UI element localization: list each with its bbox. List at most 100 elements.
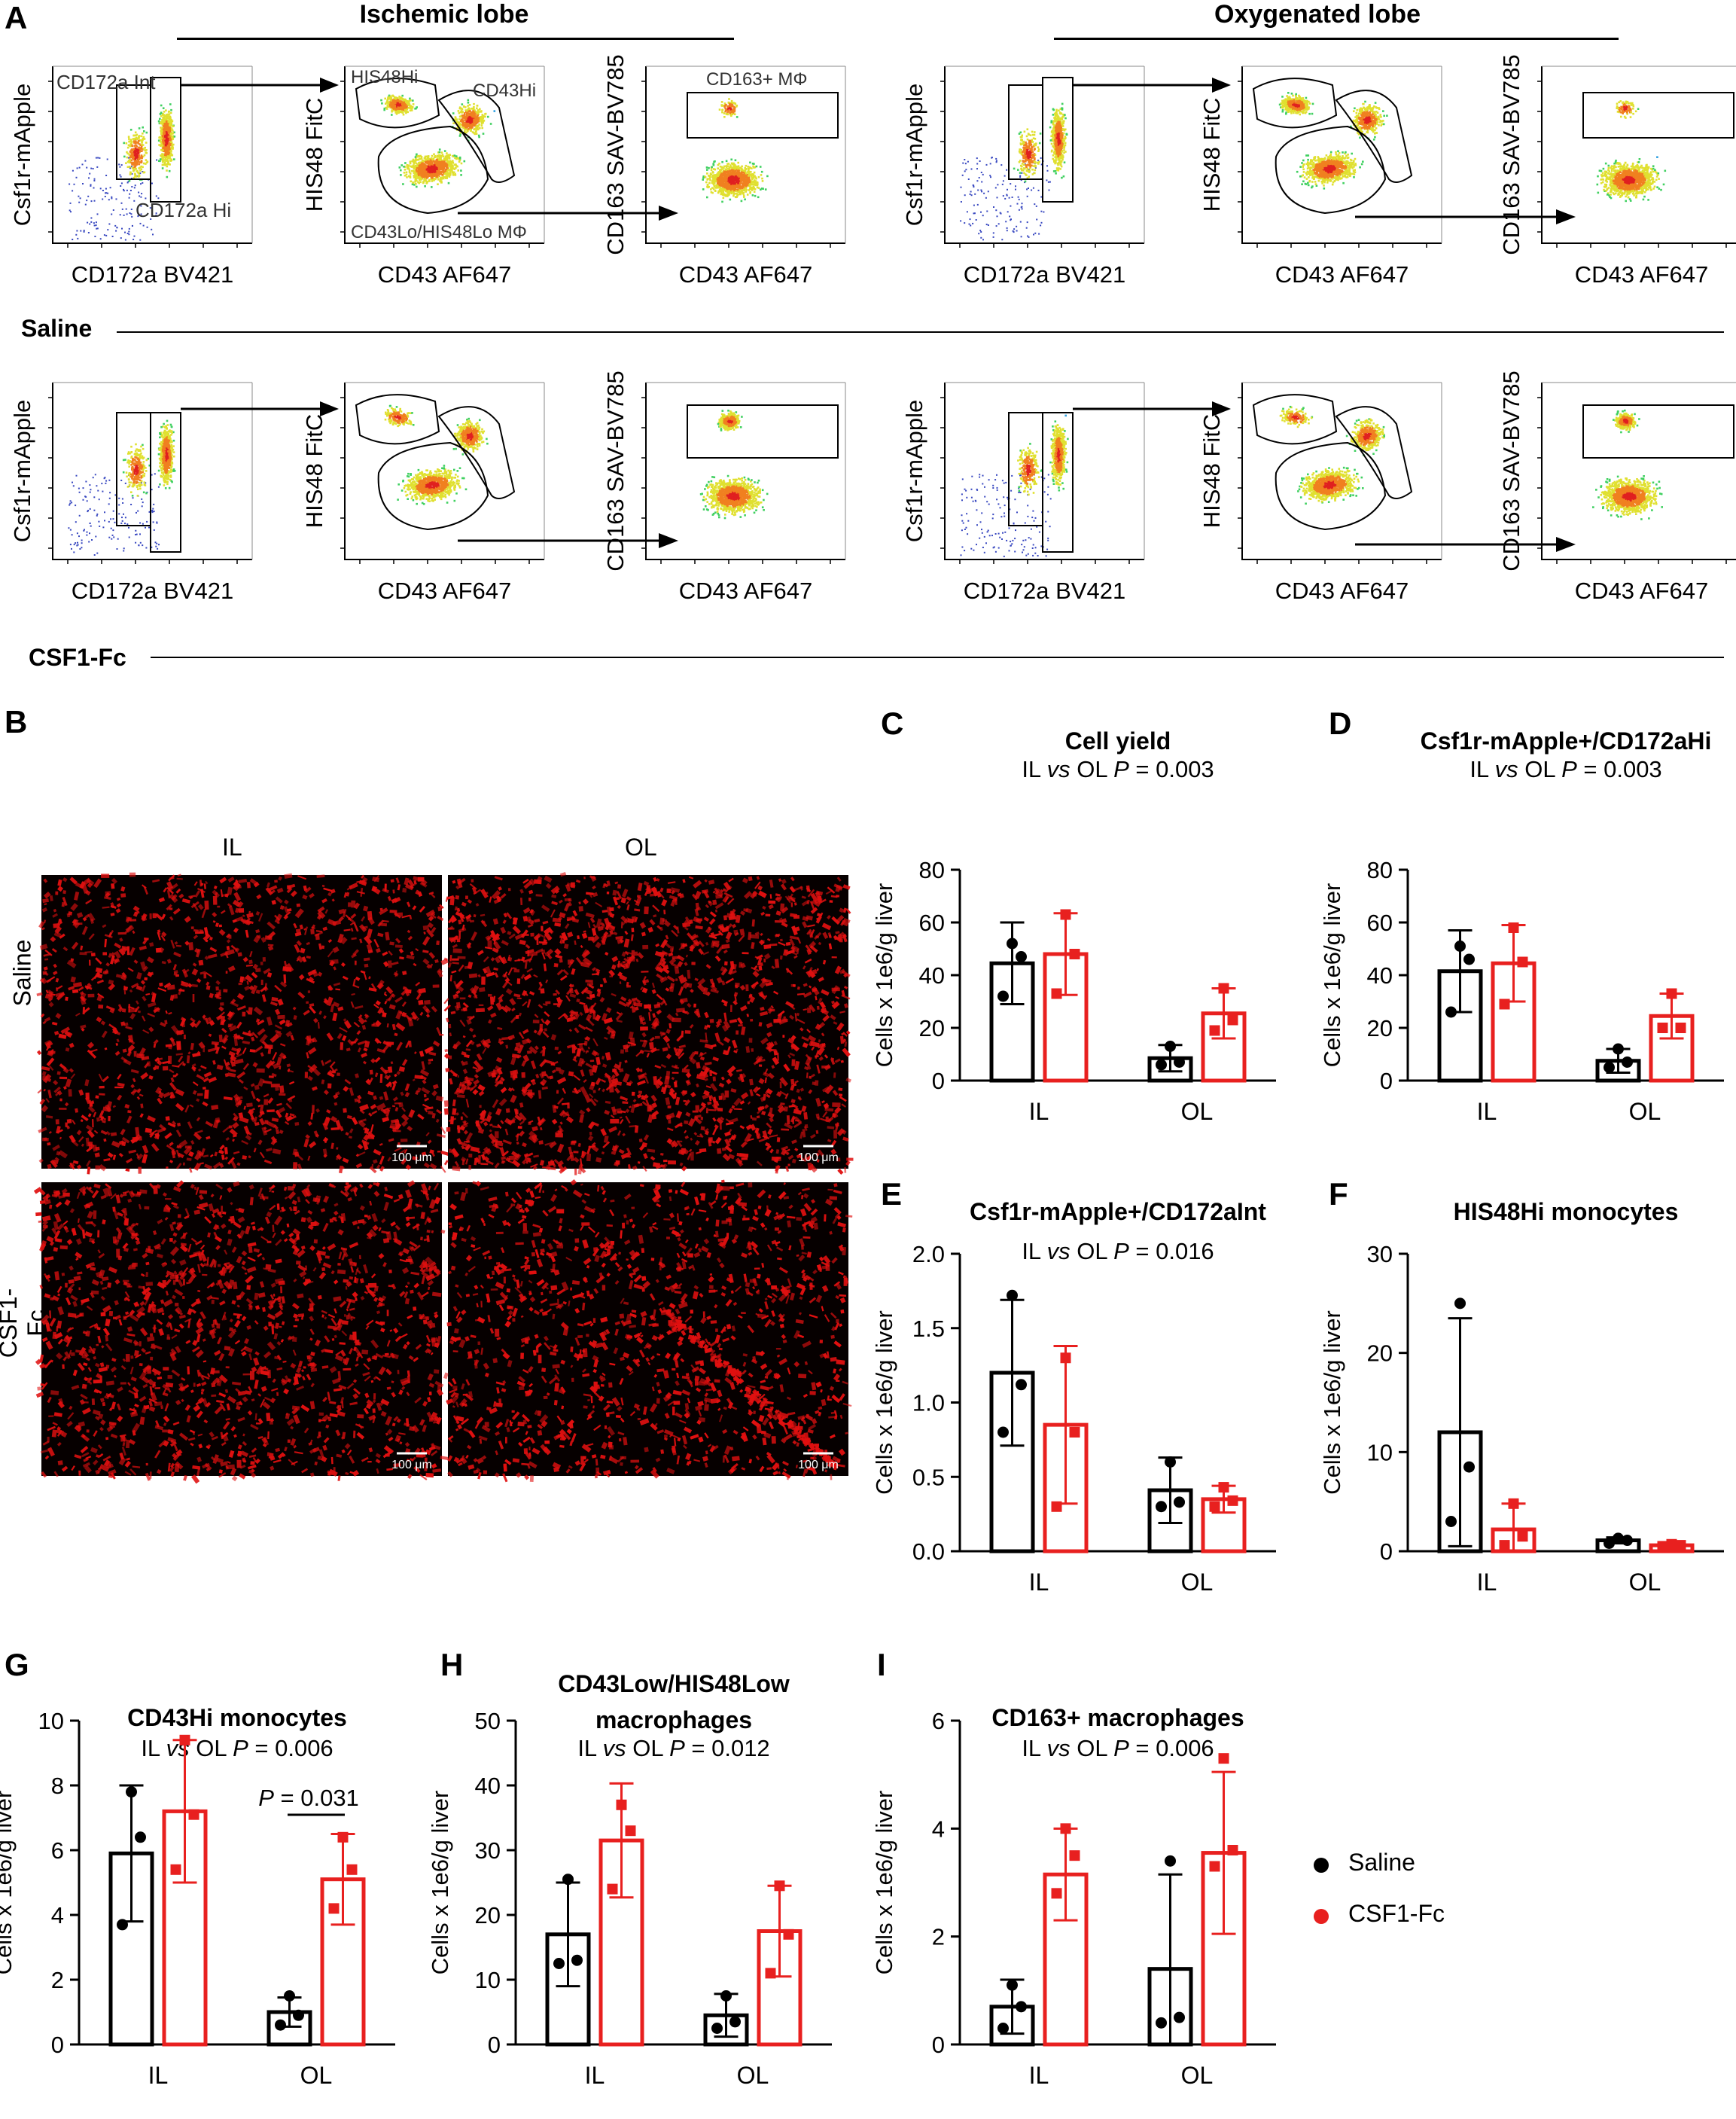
chart-subtitle: IL vs OL P = 0.003: [1470, 756, 1661, 782]
data-point: [1007, 1289, 1018, 1301]
gate-label-cd43lo: CD43Lo/HIS48Lo MΦ: [351, 222, 527, 242]
data-point: [1499, 1540, 1510, 1551]
gate-cd43lo: [1275, 125, 1387, 215]
data-point: [1666, 1538, 1677, 1550]
data-point: [1227, 1495, 1238, 1506]
data-point: [1517, 956, 1528, 968]
data-point: [1657, 1541, 1668, 1552]
y-tick-label: 50: [475, 1708, 501, 1734]
flow-y-axis-label: Csf1r-mApple: [9, 400, 35, 543]
gate-cd172a-hi: [1042, 77, 1074, 203]
flow-y-axis-label: HIS48 FitC: [301, 414, 327, 529]
oxygenated-lobe-rule: [1054, 38, 1619, 40]
data-point: [1454, 1297, 1466, 1310]
flow-plot-11: CD43 AF647 HIS48 FitC: [1198, 382, 1576, 604]
flow-y-axis-label: Csf1r-mApple: [901, 400, 927, 543]
data-point: [188, 1809, 199, 1820]
chart-title: HIS48Hi monocytes: [1454, 1198, 1679, 1225]
gate-cd163: [687, 92, 839, 139]
data-point: [729, 2016, 741, 2028]
scale-bar-label: 100 μm: [391, 1151, 432, 1164]
flow-plot-axes: [344, 383, 544, 560]
y-tick-label: 30: [1367, 1241, 1393, 1267]
gate-label-cd43hi: CD43Hi: [473, 81, 536, 101]
legend-csf1fc-marker: [1314, 1909, 1329, 1924]
flow-plot-8: CD43 AF647 HIS48 FitC: [301, 382, 678, 604]
y-tick-label: 2: [51, 1967, 64, 1993]
chart-g: G CD43Hi monocytes IL vs OL P = 0.006 0 2 4 6 8…: [0, 1647, 395, 2089]
gate-cd172a-hi: [1042, 412, 1074, 553]
data-point: [1227, 1845, 1238, 1855]
flow-y-axis-label: HIS48 FitC: [301, 98, 327, 212]
flow-events: [380, 94, 496, 188]
x-tick-label: OL: [300, 2062, 333, 2089]
data-point: [1218, 983, 1229, 994]
chart-f: F HIS48Hi monocytes 0 10 20 30 Cells x 1e6/g l…: [1319, 1176, 1724, 1596]
y-axis-label: Cells x 1e6/g liver: [871, 1310, 897, 1495]
y-tick-label: 0.0: [912, 1538, 945, 1565]
data-point: [1218, 1753, 1229, 1764]
x-tick-label: OL: [1629, 1569, 1661, 1596]
data-point: [1016, 1379, 1027, 1391]
x-tick-label: OL: [1181, 1569, 1214, 1596]
data-point: [1174, 1496, 1185, 1508]
data-point: [346, 1864, 358, 1875]
data-point: [1218, 1482, 1229, 1493]
data-point: [1165, 1855, 1176, 1867]
flow-plot-axes: [52, 383, 252, 560]
gate-his48hi: [355, 78, 440, 129]
significance-label: P = 0.031: [258, 1785, 359, 1811]
y-tick-label: 30: [475, 1837, 501, 1864]
flow-plot-axes: [1241, 383, 1442, 560]
data-point: [997, 1426, 1009, 1438]
data-point: [1604, 1062, 1615, 1073]
flow-plot-axes: [1541, 66, 1736, 244]
flow-events: [1278, 92, 1388, 190]
flow-y-axis-label: CD163 SAV-BV785: [1498, 370, 1524, 572]
y-tick-label: 0: [1380, 1538, 1393, 1565]
chart-subtitle: IL vs OL P = 0.016: [1022, 1238, 1214, 1264]
data-point: [562, 1874, 574, 1886]
y-tick-label: 40: [475, 1773, 501, 1799]
chart-panel-label: H: [440, 1647, 463, 1682]
y-tick-label: 60: [919, 910, 945, 936]
y-tick-label: 60: [1367, 910, 1393, 936]
flow-x-axis-label: CD43 AF647: [1275, 578, 1409, 604]
flow-plot-axes: [645, 66, 845, 244]
gate-cd163: [687, 404, 839, 459]
y-tick-label: 10: [475, 1967, 501, 1993]
data-point: [1508, 922, 1519, 933]
data-point: [293, 2009, 304, 2021]
data-point: [179, 1734, 190, 1746]
chart-title: Csf1r-mApple+/CD172aHi: [1421, 727, 1712, 755]
data-point: [1463, 1461, 1475, 1473]
flow-events: [1279, 405, 1385, 505]
csf1fc-condition-label: CSF1-Fc: [29, 644, 126, 672]
x-tick-label: IL: [1029, 1098, 1049, 1125]
data-point: [783, 1928, 794, 1940]
x-tick-label: IL: [1029, 2062, 1049, 2089]
x-tick-label: IL: [1029, 1569, 1049, 1596]
data-point: [774, 1880, 785, 1892]
y-tick-label: 0: [51, 2032, 64, 2058]
legend-csf1fc-label: CSF1-Fc: [1348, 1900, 1445, 1928]
data-point: [1657, 1023, 1668, 1033]
y-tick-label: 80: [1367, 857, 1393, 883]
flow-events: [1592, 409, 1663, 520]
chart-title: Cell yield: [1065, 727, 1171, 755]
data-point: [1165, 1456, 1176, 1468]
x-tick-label: IL: [1477, 1569, 1497, 1596]
panel-a-label: A: [5, 0, 27, 36]
flow-y-axis-label: HIS48 FitC: [1198, 414, 1225, 529]
y-tick-label: 6: [51, 1837, 64, 1864]
y-axis-label: Cells x 1e6/g liver: [871, 1791, 897, 1975]
flow-y-axis-label: HIS48 FitC: [1198, 98, 1225, 212]
flow-plot-axes: [944, 383, 1144, 560]
gate-his48hi: [355, 394, 440, 445]
oxygenated-lobe-header: Oxygenated lobe: [1054, 0, 1581, 29]
gate-his48hi: [1252, 78, 1338, 129]
flow-y-axis-label: CD163 SAV-BV785: [1498, 54, 1524, 255]
